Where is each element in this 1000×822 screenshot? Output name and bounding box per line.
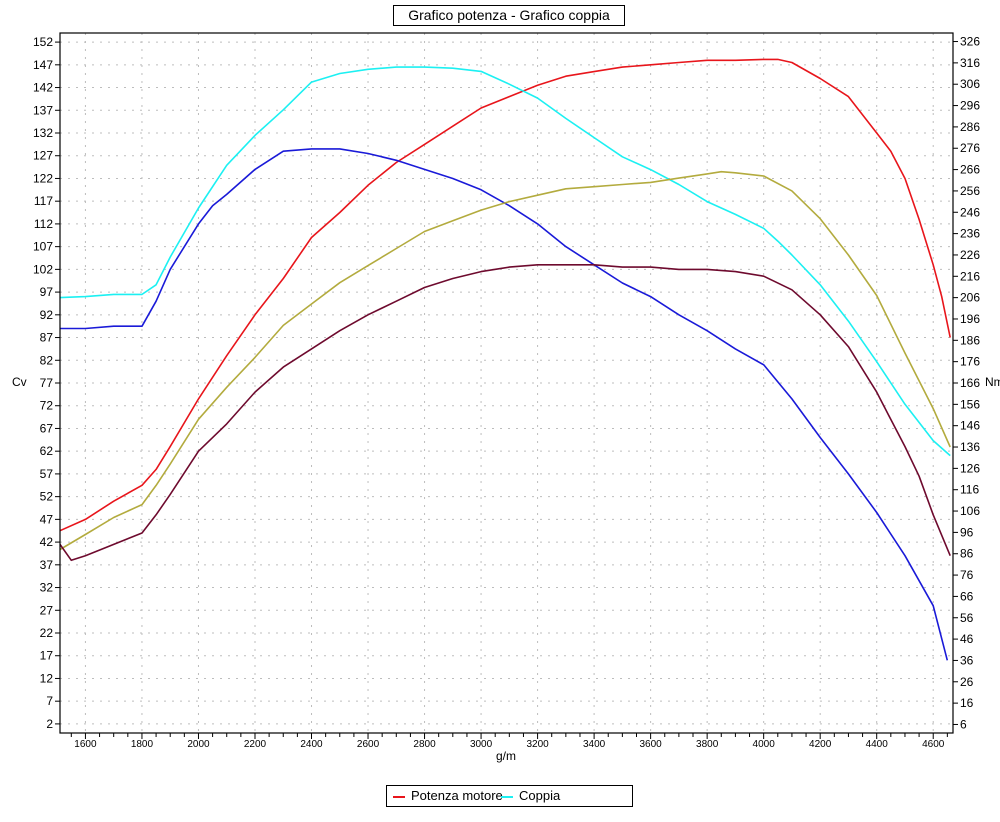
x-tick-label: 4000 [753, 739, 776, 750]
y-left-tick-label: 22 [40, 626, 54, 640]
y-left-tick-label: 97 [40, 285, 54, 299]
y-left-tick-label: 42 [40, 535, 54, 549]
y-axis-right-label: Nm [985, 375, 1000, 389]
y-right-tick-label: 266 [960, 163, 980, 177]
y-right-tick-label: 206 [960, 291, 980, 305]
y-left-tick-label: 132 [33, 126, 53, 140]
y-left-tick-label: 62 [40, 444, 54, 458]
y-left-tick-label: 47 [40, 512, 54, 526]
y-right-tick-label: 256 [960, 184, 980, 198]
x-tick-label: 4200 [809, 739, 832, 750]
series-line-potenza-motore [59, 58, 951, 532]
y-left-tick-label: 17 [40, 649, 54, 663]
x-tick-label: 1800 [131, 739, 154, 750]
y-right-tick-label: 76 [960, 568, 974, 582]
y-right-tick-label: 86 [960, 547, 974, 561]
y-right-tick-label: 26 [960, 675, 974, 689]
y-right-tick-label: 316 [960, 56, 980, 70]
y-left-tick-label: 102 [33, 262, 53, 276]
plot-area [60, 33, 953, 733]
y-right-tick-label: 96 [960, 525, 974, 539]
y-right-tick-label: 66 [960, 589, 974, 603]
x-axis-label: g/m [496, 749, 516, 763]
y-right-tick-label: 106 [960, 504, 980, 518]
x-tick-label: 2400 [300, 739, 323, 750]
x-tick-label: 3800 [696, 739, 719, 750]
series-line-coppia [59, 66, 951, 457]
y-left-tick-label: 37 [40, 558, 54, 572]
y-axis-left-label: Cv [12, 375, 27, 389]
x-tick-label: 4600 [922, 739, 945, 750]
x-tick-label: 3600 [639, 739, 662, 750]
x-tick-label: 3000 [470, 739, 493, 750]
y-right-tick-label: 156 [960, 397, 980, 411]
x-tick-label: 3200 [526, 739, 549, 750]
y-right-tick-label: 306 [960, 77, 980, 91]
x-tick-label: 1600 [74, 739, 97, 750]
y-left-tick-label: 52 [40, 490, 54, 504]
series-layer [59, 58, 951, 661]
y-left-tick-label: 152 [33, 35, 53, 49]
axes-layer: 2712172227323742475257626772778287929710… [33, 32, 980, 750]
y-right-tick-label: 126 [960, 461, 980, 475]
y-left-tick-label: 127 [33, 149, 53, 163]
x-tick-label: 3400 [583, 739, 606, 750]
y-right-tick-label: 116 [960, 483, 979, 497]
x-tick-label: 2600 [357, 739, 380, 750]
y-right-tick-label: 176 [960, 355, 980, 369]
x-tick-label: 2800 [413, 739, 436, 750]
y-right-tick-label: 226 [960, 248, 980, 262]
y-left-tick-label: 57 [40, 467, 54, 481]
y-left-tick-label: 72 [40, 399, 54, 413]
y-left-tick-label: 92 [40, 308, 54, 322]
y-right-tick-label: 326 [960, 35, 980, 49]
y-right-tick-label: 186 [960, 333, 980, 347]
y-left-tick-label: 107 [33, 240, 53, 254]
series-line-unnamed-2 [60, 148, 949, 661]
y-right-tick-label: 46 [960, 632, 974, 646]
y-left-tick-label: 137 [33, 103, 53, 117]
series-line-unnamed-4 [59, 263, 951, 562]
y-left-tick-label: 147 [33, 58, 53, 72]
y-right-tick-label: 246 [960, 205, 980, 219]
x-tick-label: 2000 [187, 739, 210, 750]
y-right-tick-label: 146 [960, 419, 980, 433]
y-left-tick-label: 27 [40, 603, 54, 617]
chart-title: Grafico potenza - Grafico coppia [393, 5, 625, 26]
legend-swatch-coppia [501, 796, 513, 798]
y-left-tick-label: 67 [40, 421, 54, 435]
y-right-tick-label: 166 [960, 376, 980, 390]
y-right-tick-label: 56 [960, 611, 974, 625]
y-left-tick-label: 112 [34, 217, 53, 231]
y-left-tick-label: 32 [40, 581, 54, 595]
legend: Potenza motore Coppia [386, 785, 633, 807]
y-left-tick-label: 7 [46, 694, 53, 708]
x-tick-label: 4400 [866, 739, 889, 750]
y-right-tick-label: 36 [960, 653, 974, 667]
y-right-tick-label: 276 [960, 141, 980, 155]
y-left-tick-label: 12 [40, 671, 54, 685]
y-right-tick-label: 136 [960, 440, 980, 454]
y-left-tick-label: 82 [40, 353, 54, 367]
grid-layer [60, 33, 953, 733]
x-tick-label: 2200 [244, 739, 267, 750]
y-left-tick-label: 87 [40, 331, 54, 345]
y-left-tick-label: 142 [33, 81, 53, 95]
y-left-tick-label: 77 [40, 376, 54, 390]
y-left-tick-label: 2 [46, 717, 53, 731]
y-right-tick-label: 236 [960, 227, 980, 241]
y-right-tick-label: 296 [960, 99, 980, 113]
legend-swatch-potenza [393, 796, 405, 798]
y-left-tick-label: 117 [34, 194, 53, 208]
y-right-tick-label: 216 [960, 269, 980, 283]
legend-label-potenza: Potenza motore [411, 788, 503, 803]
y-right-tick-label: 286 [960, 120, 980, 134]
y-right-tick-label: 196 [960, 312, 980, 326]
legend-label-coppia: Coppia [519, 788, 561, 803]
y-left-tick-label: 122 [33, 171, 53, 185]
series-line-unnamed-3 [59, 170, 951, 551]
y-right-tick-label: 6 [960, 717, 967, 731]
y-right-tick-label: 16 [960, 696, 974, 710]
